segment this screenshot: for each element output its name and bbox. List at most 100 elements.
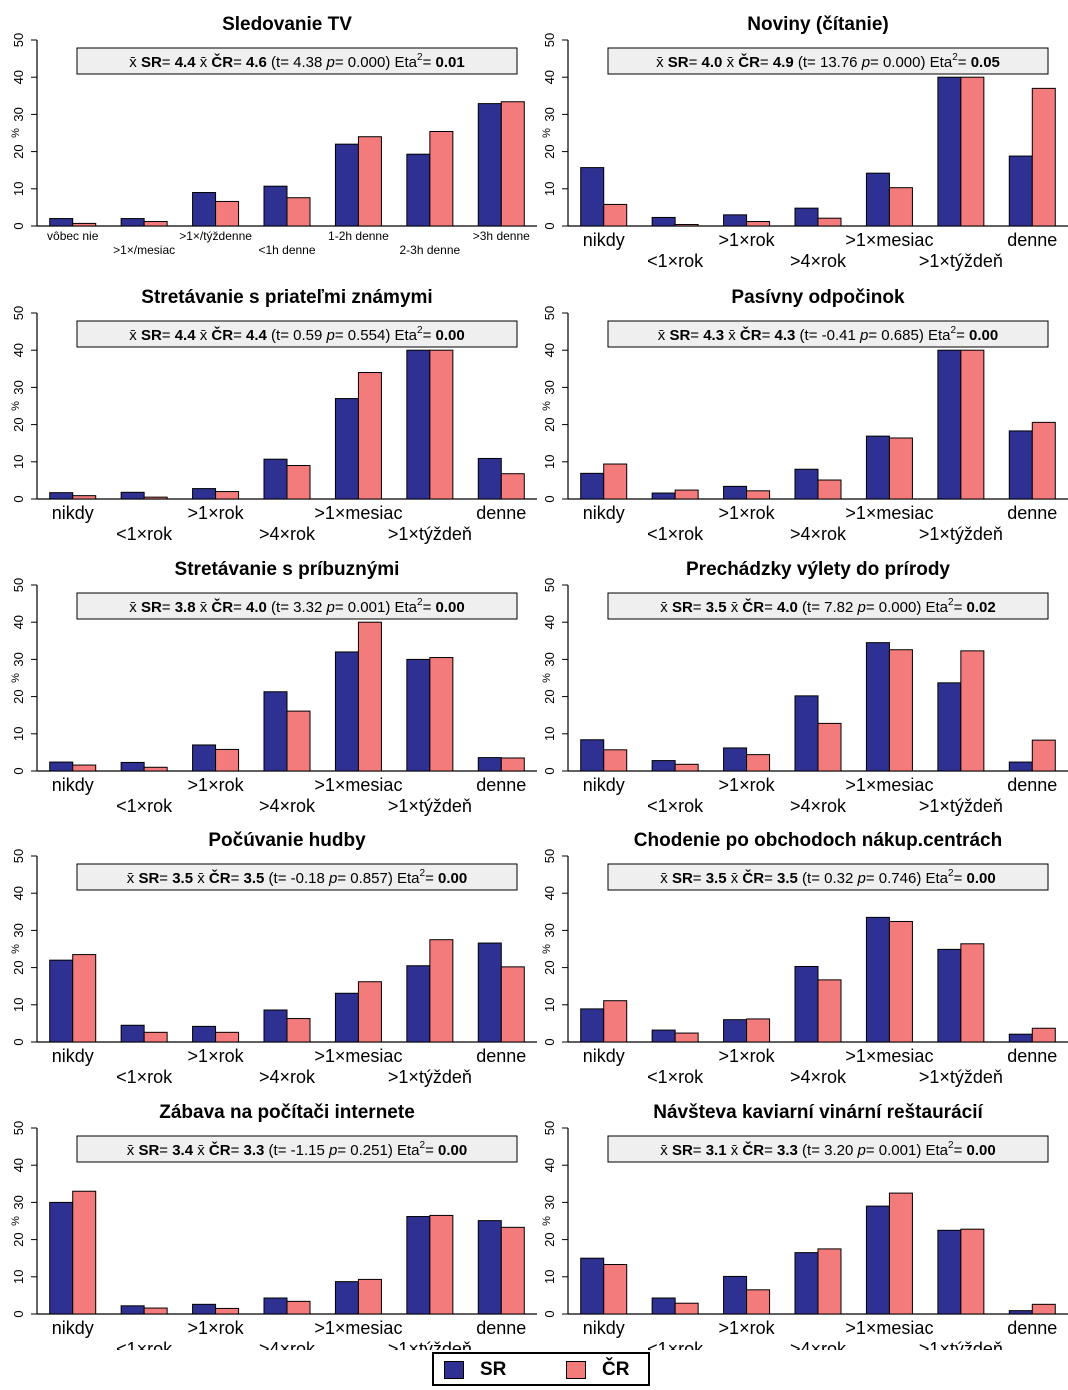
bar-sr-5 (937, 76, 962, 227)
y-axis-label: % (541, 401, 553, 411)
chart-noviny-citanie: Noviny (čítanie) 0 10 20 30 40 50% nikdy <1×rok >… (541, 14, 1068, 271)
bar-cr-0 (72, 222, 97, 227)
y-tick-label: 30 (542, 107, 557, 121)
bar-cr-6 (1031, 739, 1056, 772)
y-tick-label: 50 (11, 33, 26, 47)
bar-cr-6 (1031, 87, 1056, 227)
x-tick-label: >1×rok (719, 503, 776, 523)
y-tick-label: 30 (11, 652, 26, 666)
stats-box (607, 592, 1049, 620)
x-tick-label: >1×rok (188, 1046, 245, 1066)
bar-sr-1 (120, 491, 145, 500)
x-tick-label: >1×/týždenne (179, 229, 252, 243)
chart-pocuvanie-hudby: Počúvanie hudby 0 10 20 30 40 50% nikdy <1×rok >1… (10, 830, 537, 1087)
bar-sr-3 (263, 691, 288, 772)
x-tick-label: >1×týždeň (388, 524, 472, 544)
chart-pasivny-odpocinok: Pasívny odpočinok 0 10 20 30 40 50% nikdy <1×rok… (541, 287, 1068, 544)
x-tick-label: <1×rok (647, 524, 704, 544)
bar-sr-4 (865, 1205, 890, 1315)
bar-cr-1 (143, 221, 168, 227)
x-tick-label: >1×týždeň (919, 1067, 1003, 1087)
bar-cr-3 (817, 722, 842, 772)
stats-box (76, 592, 518, 620)
bar-cr-1 (143, 1031, 168, 1043)
y-tick-label: 20 (11, 144, 26, 158)
bar-sr-2 (723, 1019, 748, 1043)
x-tick-label: nikdy (583, 503, 625, 523)
bar-sr-4 (334, 143, 359, 227)
y-tick-label: 0 (542, 1310, 557, 1317)
chart-stretavanie-s-priatelmi-znamymi: Stretávanie s priateľmi známymi 0 10 20 30 40… (10, 287, 537, 544)
bar-cr-5 (429, 131, 454, 227)
bar-cr-4 (357, 1278, 382, 1315)
chart-title: Počúvanie hudby (208, 830, 366, 851)
bar-cr-3 (817, 479, 842, 500)
bar-sr-2 (723, 214, 748, 227)
bar-sr-5 (406, 349, 431, 500)
bar-cr-2 (215, 1031, 240, 1043)
bar-cr-3 (286, 465, 311, 500)
bar-cr-2 (215, 748, 240, 772)
bar-cr-6 (1031, 1027, 1056, 1043)
y-tick-label: 0 (542, 222, 557, 229)
y-tick-label: 30 (11, 1195, 26, 1209)
y-tick-label: 30 (542, 1195, 557, 1209)
x-tick-label: >4×rok (790, 524, 847, 544)
bar-sr-1 (651, 216, 676, 227)
y-tick-label: 0 (11, 495, 26, 502)
bar-cr-0 (603, 203, 628, 227)
bar-cr-5 (960, 76, 985, 227)
bar-cr-2 (746, 1289, 771, 1315)
x-tick-label: >1×rok (188, 775, 245, 795)
chart-navsteva-kaviarni-vinarni-restauracii: Návšteva kaviarní vinární reštaurácií 0 10… (541, 1102, 1068, 1350)
x-tick-label: vôbec nie (47, 229, 99, 243)
bar-cr-1 (674, 1032, 699, 1043)
chart-prechadzky-vylety-do-prirody: Prechádzky výlety do prírody 0 10 20 30 40 50%… (541, 559, 1068, 816)
y-tick-label: 20 (542, 689, 557, 703)
bar-sr-6 (1008, 1310, 1033, 1315)
x-tick-label: nikdy (583, 1318, 625, 1338)
stats-box (76, 47, 518, 75)
y-tick-label: 50 (542, 1121, 557, 1135)
chart-title: Pasívny odpočinok (731, 287, 905, 308)
y-axis-label: % (10, 944, 22, 954)
bar-sr-1 (651, 760, 676, 772)
bar-sr-0 (49, 492, 74, 500)
bar-sr-6 (1008, 1033, 1033, 1043)
bar-sr-1 (120, 1024, 145, 1043)
x-tick-label: <1h denne (258, 243, 315, 257)
bar-sr-2 (192, 1025, 217, 1043)
bar-sr-4 (865, 172, 890, 227)
x-tick-label: 1-2h denne (328, 229, 389, 243)
stats-box (607, 47, 1049, 75)
y-tick-label: 10 (542, 998, 557, 1012)
y-tick-label: 0 (11, 222, 26, 229)
legend-swatch-sr (444, 1361, 464, 1379)
bar-cr-4 (357, 372, 382, 500)
y-tick-label: 10 (542, 727, 557, 741)
chart-title: Stretávanie s priateľmi známymi (141, 287, 432, 308)
bar-sr-6 (1008, 430, 1033, 500)
stats-text: x̄ SR= 3.5 x̄ ČR= 3.5 (t= -0.18 p= 0.857… (127, 868, 467, 887)
y-tick-label: 10 (542, 455, 557, 469)
bar-sr-2 (192, 192, 217, 227)
bar-sr-4 (334, 651, 359, 772)
stats-text: x̄ SR= 4.0 x̄ ČR= 4.9 (t= 13.76 p= 0.000… (656, 52, 1000, 71)
x-tick-label: nikdy (52, 775, 94, 795)
y-tick-label: 20 (542, 960, 557, 974)
bar-cr-1 (674, 763, 699, 772)
y-tick-label: 20 (542, 1232, 557, 1246)
x-tick-label: denne (1007, 1046, 1057, 1066)
stats-box (607, 320, 1049, 348)
bar-cr-5 (960, 943, 985, 1043)
x-tick-label: >4×rok (790, 1067, 847, 1087)
chart-stretavanie-s-pribuznymi: Stretávanie s príbuznými 0 10 20 30 40 50% nikd… (10, 559, 537, 816)
bar-sr-3 (794, 695, 819, 772)
bar-sr-5 (937, 682, 962, 772)
y-tick-label: 50 (11, 1121, 26, 1135)
x-tick-label: nikdy (52, 503, 94, 523)
bar-sr-4 (334, 992, 359, 1043)
y-tick-label: 30 (542, 923, 557, 937)
y-tick-label: 40 (542, 70, 557, 84)
stats-text: x̄ SR= 3.4 x̄ ČR= 3.3 (t= -1.15 p= 0.251… (127, 1140, 467, 1159)
